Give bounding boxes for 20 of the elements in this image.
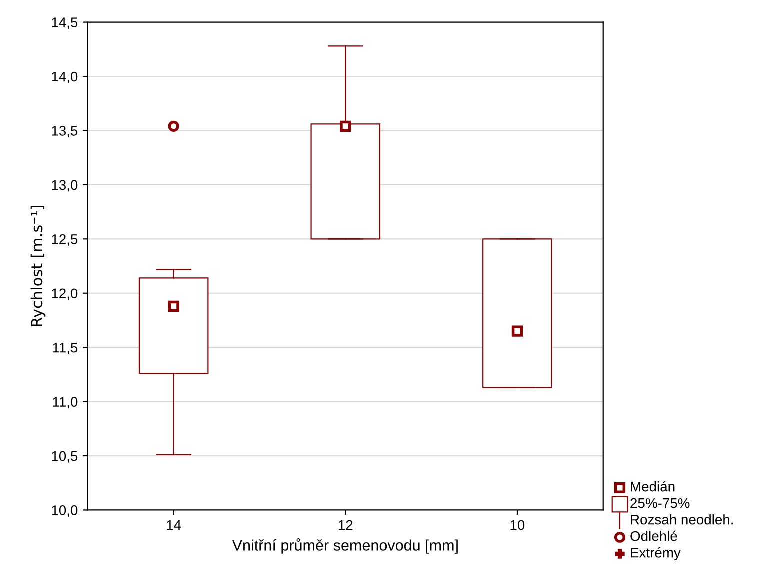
y-tick-label: 12,5 (52, 234, 78, 246)
x-tick-label: 10 (510, 520, 525, 530)
y-axis-title: Rychlost [m.s⁻¹] (30, 206, 46, 326)
text: 25%-75% (630, 498, 690, 508)
y-tick-label: 12,0 (52, 288, 78, 300)
text: Odlehlé (630, 530, 678, 542)
text: Rozsah neodleh. (631, 514, 733, 525)
y-tick-label: 14,5 (52, 18, 78, 30)
y-tick-label: 13,0 (52, 180, 78, 192)
text: Extrémy (631, 547, 681, 561)
y-tick-label: 10,0 (52, 506, 78, 518)
x-tick-label: 14 (167, 520, 182, 530)
y-tick-label: 13,5 (52, 126, 78, 138)
y-tick-label: 11,5 (53, 343, 78, 354)
text: Medián (631, 481, 675, 492)
x-axis-title: Vnitřní průměr semenovodu [mm] (232, 538, 458, 554)
y-tick-label: 14,0 (52, 72, 78, 84)
y-tick-label: 10,5 (52, 451, 78, 463)
y-tick-label: 11,0 (53, 397, 78, 409)
x-tick-label: 12 (338, 520, 353, 530)
